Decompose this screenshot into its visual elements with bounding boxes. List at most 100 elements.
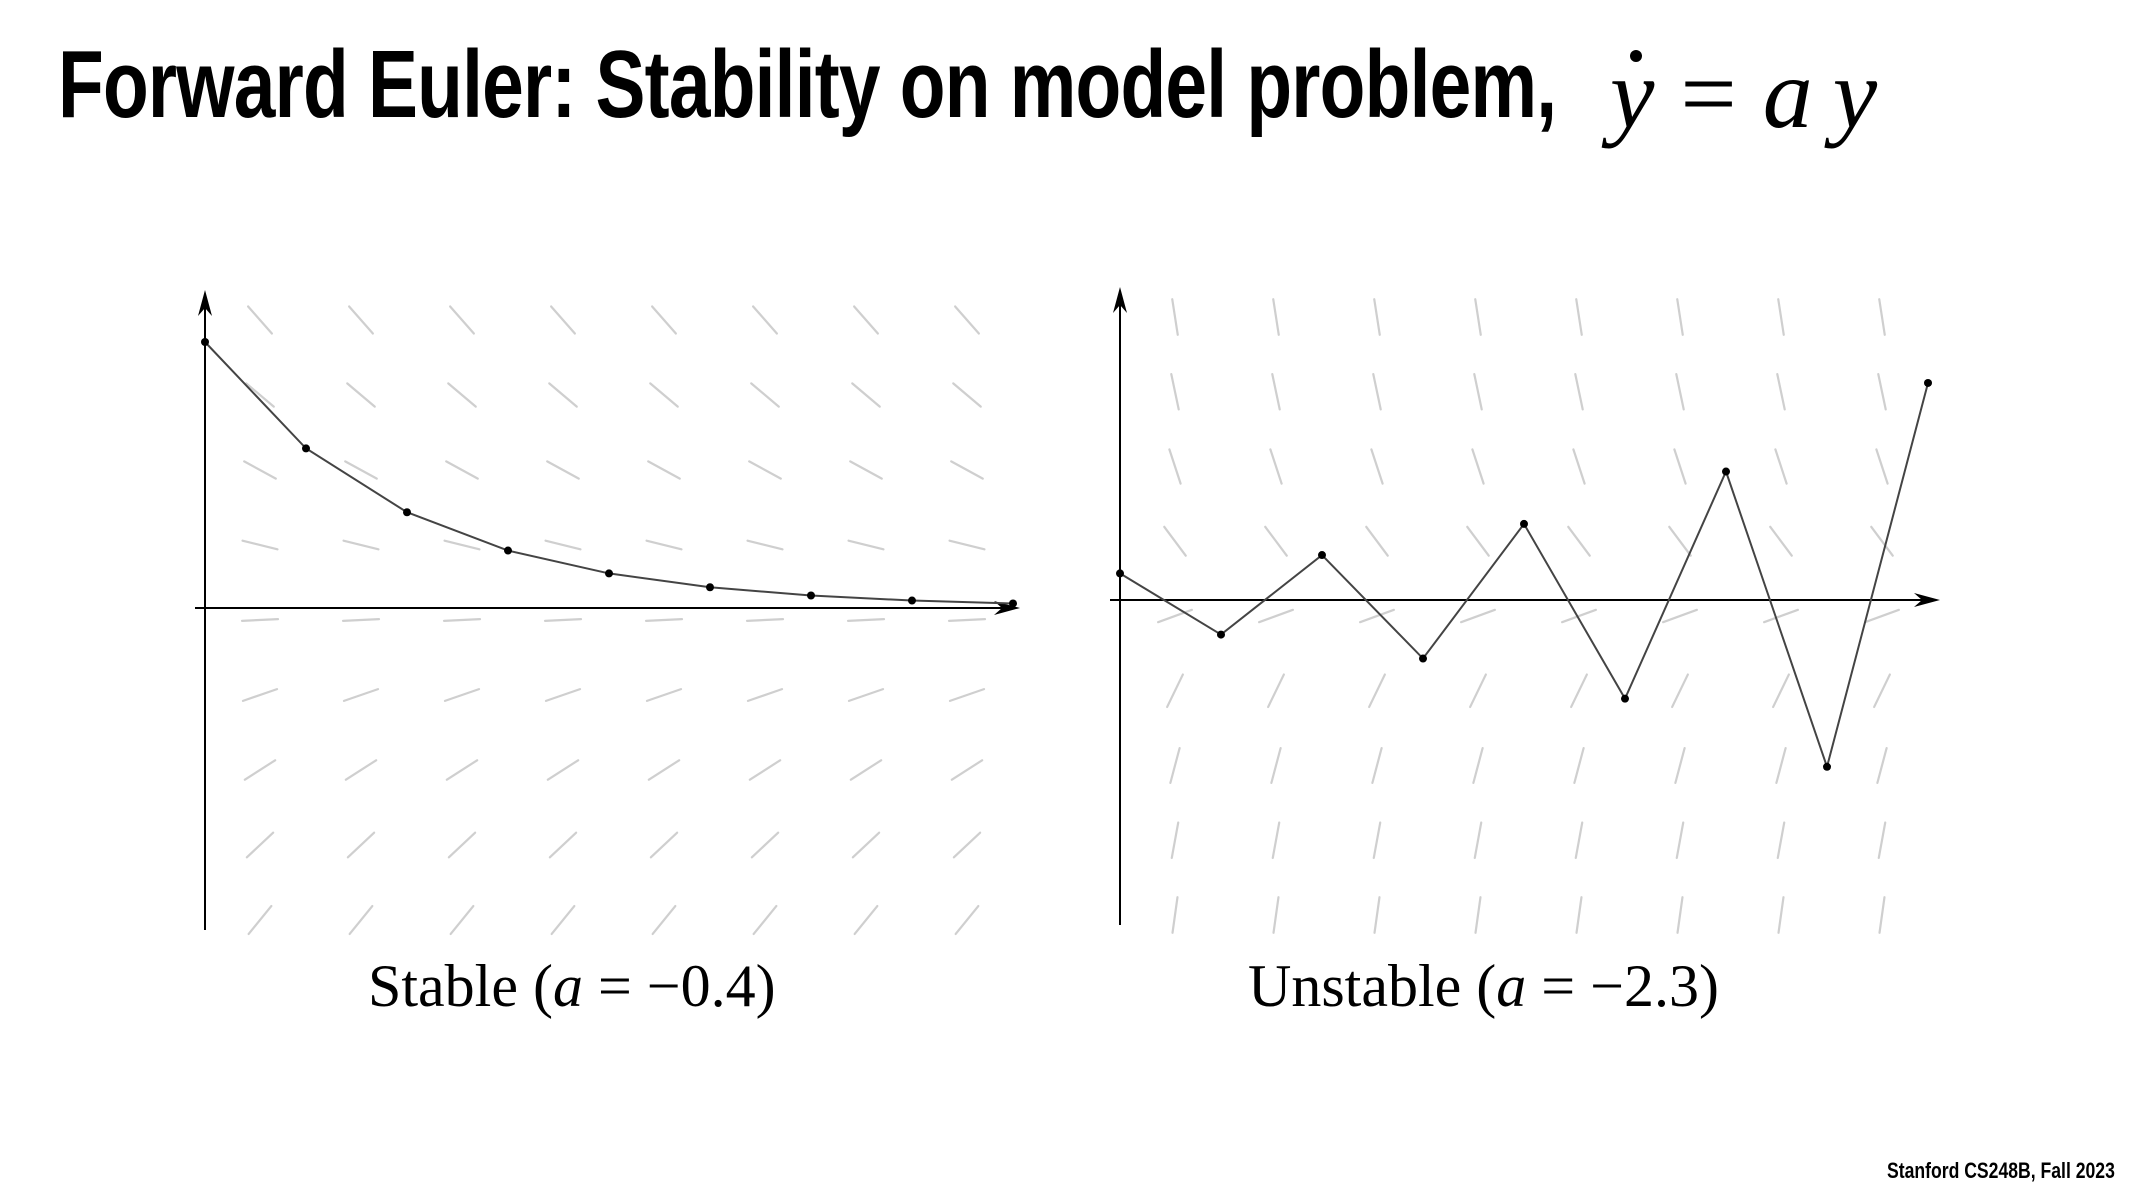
slope-segment xyxy=(1271,373,1281,411)
slope-segment xyxy=(1875,448,1889,485)
slope-segment xyxy=(1877,373,1887,411)
slope-segment xyxy=(1668,525,1692,557)
course-credit: Stanford CS248B, Fall 2023 xyxy=(1887,1158,2115,1183)
slope-segment xyxy=(649,382,679,408)
slope-segment xyxy=(241,688,279,702)
slope-segment xyxy=(546,759,580,781)
slope-segment xyxy=(1878,896,1886,934)
slope-segment xyxy=(449,305,475,335)
slope-segment xyxy=(1373,896,1381,934)
data-point xyxy=(1217,630,1225,639)
slope-segment xyxy=(948,688,986,702)
slope-segment xyxy=(651,904,677,936)
slope-segment xyxy=(442,618,482,622)
slope-segment xyxy=(240,618,280,622)
slope-segment xyxy=(1777,896,1785,934)
slope-segment xyxy=(1171,298,1179,336)
slope-segment xyxy=(1267,673,1285,709)
slope-segment xyxy=(1156,608,1194,624)
slope-segment xyxy=(748,460,782,480)
slope-segment xyxy=(851,831,881,859)
slope-segment xyxy=(1257,608,1295,624)
slope-segment xyxy=(241,539,279,551)
slope-segment xyxy=(1774,448,1788,485)
slope-segment xyxy=(954,305,980,335)
slope-segment xyxy=(853,305,879,335)
slope-segment xyxy=(1171,896,1179,934)
slope-segment xyxy=(1575,298,1583,336)
slope-segment xyxy=(243,460,277,480)
data-point xyxy=(302,444,310,453)
slope-segment xyxy=(346,831,376,859)
x-axis-arrow xyxy=(1914,593,1940,607)
slope-segment xyxy=(445,460,479,480)
slope-segment xyxy=(1870,525,1894,557)
slope-segment xyxy=(1270,747,1282,784)
slope-segment xyxy=(447,831,477,859)
slope-segment xyxy=(1272,896,1280,934)
slope-segment xyxy=(1373,298,1381,336)
data-point xyxy=(403,508,411,517)
slope-segment xyxy=(346,382,376,408)
slope-segment xyxy=(1272,298,1280,336)
slope-segment xyxy=(645,539,683,551)
slope-segment xyxy=(948,539,986,551)
slope-segment xyxy=(847,539,885,551)
slope-segment xyxy=(750,831,780,859)
data-point xyxy=(706,583,714,592)
slope-segment xyxy=(1472,747,1484,784)
slope-segment xyxy=(645,688,683,702)
slope-segment xyxy=(1762,608,1800,624)
slope-segment xyxy=(746,688,784,702)
slope-segment xyxy=(846,618,886,622)
slope-segment xyxy=(745,618,785,622)
slope-segment xyxy=(649,831,679,859)
slope-segment xyxy=(546,460,580,480)
slope-segment xyxy=(544,539,582,551)
slope-segment xyxy=(1163,525,1187,557)
slope-segment xyxy=(1772,673,1790,709)
slope-segment xyxy=(544,688,582,702)
slope-segment xyxy=(348,305,374,335)
slope-segment xyxy=(952,382,982,408)
slope-segment xyxy=(1574,821,1584,860)
slope-segment xyxy=(950,460,984,480)
slope-segment xyxy=(1676,896,1684,934)
slope-segment xyxy=(748,759,782,781)
slope-segment xyxy=(341,618,381,622)
data-point xyxy=(1924,378,1932,387)
slope-segment xyxy=(1777,298,1785,336)
slope-segment xyxy=(849,460,883,480)
slope-segment xyxy=(449,904,475,936)
unstable-caption: Unstable (a = −2.3) xyxy=(1248,953,1719,1019)
equals-sign: = xyxy=(1680,38,1737,149)
slope-segment xyxy=(344,460,378,480)
slope-segment xyxy=(1473,821,1483,860)
slope-segment xyxy=(647,460,681,480)
slope-segment xyxy=(947,618,987,622)
data-point xyxy=(1520,519,1528,528)
slope-segment xyxy=(1264,525,1288,557)
slope-segment xyxy=(1570,673,1588,709)
slope-segment xyxy=(1567,525,1591,557)
slope-segment xyxy=(651,305,677,335)
slope-segment xyxy=(954,904,980,936)
slide-title: Forward Euler: Stability on model proble… xyxy=(58,31,1557,138)
slope-segment xyxy=(1674,747,1686,784)
slope-segment xyxy=(342,539,380,551)
direction-field xyxy=(1156,298,1901,934)
slope-segment xyxy=(1675,373,1685,411)
slope-segment xyxy=(647,759,681,781)
slope-segment xyxy=(1166,673,1184,709)
slope-segment xyxy=(1474,298,1482,336)
slope-segment xyxy=(1371,747,1383,784)
slope-segment xyxy=(1269,448,1283,485)
slope-segment xyxy=(1873,673,1891,709)
data-point xyxy=(1116,569,1124,578)
slope-segment xyxy=(847,688,885,702)
equation-a: a xyxy=(1762,38,1813,149)
slope-segment xyxy=(550,305,576,335)
data-point xyxy=(1621,694,1629,703)
slope-segment xyxy=(245,831,275,859)
slope-segment xyxy=(443,688,481,702)
